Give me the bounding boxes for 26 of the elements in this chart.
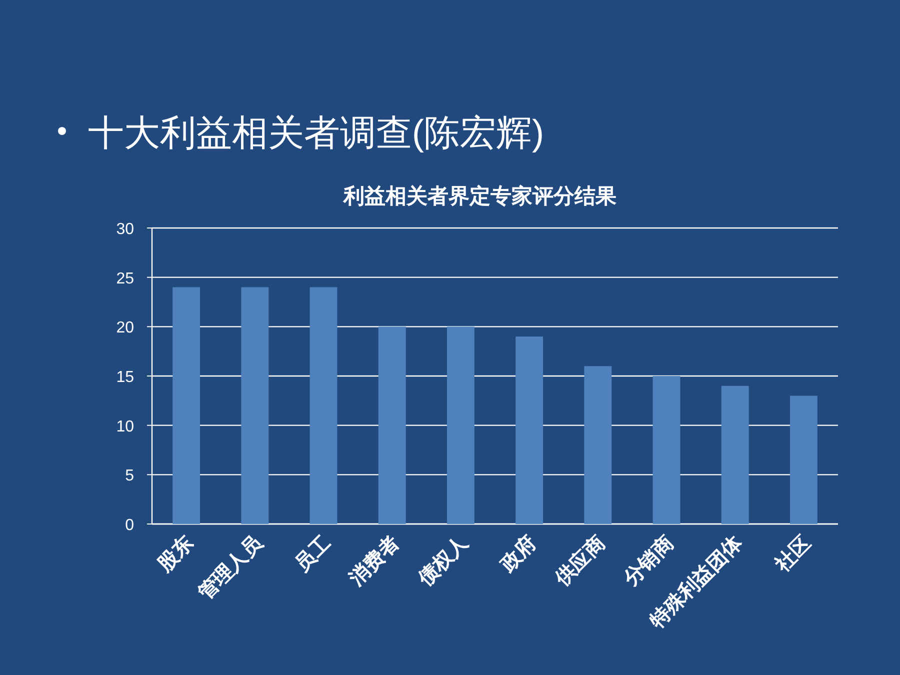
bar — [310, 287, 338, 524]
x-tick-label: 债权人 — [414, 531, 473, 591]
chart-subtitle: 利益相关者界定专家评分结果 — [342, 184, 616, 208]
chart-title: 十大利益相关者调查(陈宏辉) — [88, 112, 544, 153]
y-tick-label: 30 — [116, 221, 134, 238]
x-tick-label: 社区 — [770, 531, 816, 577]
bar — [241, 287, 269, 524]
bar — [378, 326, 406, 524]
bar — [790, 396, 818, 524]
y-tick-label: 0 — [125, 517, 134, 534]
y-tick-label: 20 — [116, 320, 134, 337]
bar — [172, 287, 200, 524]
y-tick-label: 15 — [116, 369, 134, 386]
bar — [652, 376, 680, 524]
y-tick-label: 5 — [125, 468, 134, 485]
bar — [721, 386, 749, 524]
x-tick-label: 分销商 — [618, 531, 678, 591]
y-tick-label: 10 — [116, 418, 134, 436]
x-tick-label: 员工 — [291, 532, 336, 576]
bar — [446, 326, 474, 524]
x-tick-label: 供应商 — [550, 531, 610, 591]
x-tick-label: 消费者 — [344, 532, 404, 591]
x-tick-label: 政府 — [496, 531, 541, 577]
bar — [516, 336, 544, 524]
y-tick-label: 25 — [116, 270, 134, 288]
bar — [584, 366, 612, 524]
